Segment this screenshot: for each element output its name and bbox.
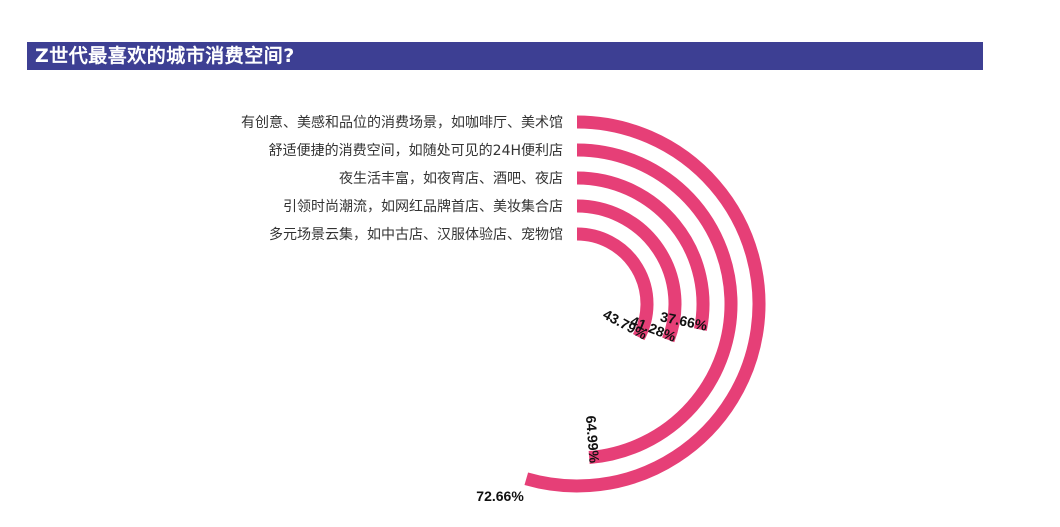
category-label-3: 夜生活丰富，如夜宵店、酒吧、夜店 (339, 170, 563, 187)
value-labels: 72.66%64.99%37.66%41.28%43.79% (476, 306, 709, 504)
arc-3 (576, 171, 710, 331)
category-labels: 有创意、美感和品位的消费场景，如咖啡厅、美术馆舒适便捷的消费空间，如随处可见的2… (241, 114, 563, 243)
category-label-1: 有创意、美感和品位的消费场景，如咖啡厅、美术馆 (241, 114, 563, 131)
chart-title: Z世代最喜欢的城市消费空间? (27, 42, 983, 70)
arc-group (524, 115, 766, 493)
category-label-2: 舒适便捷的消费空间，如随处可见的24H便利店 (269, 143, 563, 159)
value-label-2: 64.99% (583, 415, 603, 464)
category-label-5: 多元场景云集，如中古店、汉服体验店、宠物馆 (269, 226, 563, 243)
arc-2 (576, 143, 738, 464)
arc-5 (576, 227, 654, 341)
category-label-4: 引领时尚潮流，如网红品牌首店、美妆集合店 (283, 198, 563, 215)
arc-1 (524, 115, 766, 493)
arc-4 (576, 199, 682, 343)
value-label-1: 72.66% (476, 488, 524, 504)
